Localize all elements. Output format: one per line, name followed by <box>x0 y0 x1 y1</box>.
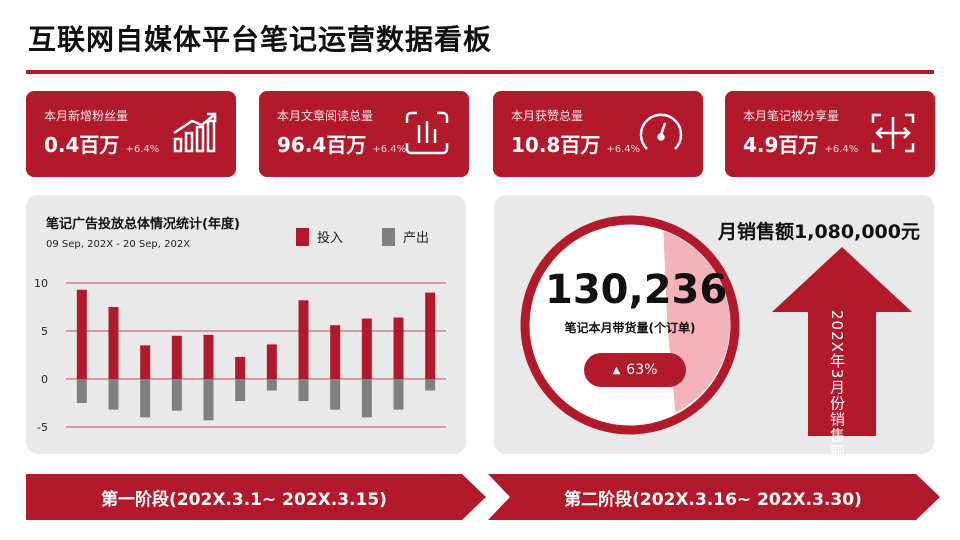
bar-input <box>266 344 277 379</box>
bar-input <box>393 317 404 379</box>
legend-label: 投入 <box>317 231 344 246</box>
bar-input <box>171 335 182 379</box>
bar-output <box>393 379 404 410</box>
ad-bar-chart: 10 5 0 -5 <box>34 277 446 434</box>
bar-input <box>76 289 87 379</box>
bar-output <box>425 379 436 391</box>
phase-band-1[interactable]: 第一阶段(202X.3.1~ 202X.3.15) <box>26 474 486 520</box>
bar-input <box>140 345 151 379</box>
kpi-value: 96.4百万 +6.4% <box>277 133 407 157</box>
sales-panel: 130,236 笔记本月带货量(个订单) ▲ 63% 月销售额1,080,000… <box>494 195 934 459</box>
kpi-label: 本月笔记被分享量 <box>743 109 840 123</box>
kpi-card-new-followers[interactable]: 本月新增粉丝量 0.4百万 +6.4% <box>26 91 236 177</box>
chart-date-range: 09 Sep, 202X - 20 Sep, 202X <box>46 239 191 250</box>
ad-chart-panel: 笔记广告投放总体情况统计(年度) 09 Sep, 202X - 20 Sep, … <box>26 195 466 454</box>
y-tick-label: 10 <box>34 277 48 290</box>
legend-item-input: 投入 <box>296 227 343 246</box>
kpi-card-article-reads[interactable]: 本月文章阅读总量 96.4百万 +6.4% <box>259 91 469 177</box>
bar-output <box>361 379 372 418</box>
bar-input <box>330 325 341 379</box>
bar-output <box>266 379 277 391</box>
page-title: 互联网自媒体平台笔记运营数据看板 <box>28 23 493 56</box>
sales-arrow-label: 202X年3月份销售额 <box>828 310 846 460</box>
bar-chart-box-icon <box>405 111 449 155</box>
orders-percent: 63% <box>626 362 658 378</box>
legend-swatch <box>382 227 395 246</box>
orders-label: 笔记本月带货量(个订单) <box>564 321 696 335</box>
y-tick-label: -5 <box>37 421 48 434</box>
y-tick-label: 0 <box>41 373 48 386</box>
bar-output <box>235 379 246 402</box>
legend-swatch <box>296 227 309 246</box>
gauge-icon <box>639 113 683 150</box>
kpi-delta: +6.4% <box>372 144 407 155</box>
bar-input <box>235 356 246 379</box>
bar-input <box>203 334 214 379</box>
bar-output <box>203 379 214 421</box>
kpi-delta: +6.4% <box>125 144 160 155</box>
kpi-delta: +6.4% <box>606 144 641 155</box>
kpi-card-shares[interactable]: 本月笔记被分享量 4.9百万 +6.4% <box>725 91 935 177</box>
bar-input <box>361 318 372 379</box>
phase-label: 第一阶段(202X.3.1~ 202X.3.15) <box>101 489 387 510</box>
bar-output <box>298 379 309 402</box>
kpi-delta: +6.4% <box>824 144 859 155</box>
kpi-value: 4.9百万 +6.4% <box>743 133 859 157</box>
bar-input <box>425 292 436 379</box>
orders-count: 130,236 <box>545 267 728 313</box>
bar-output <box>108 379 119 410</box>
kpi-label: 本月新增粉丝量 <box>44 109 129 123</box>
sales-total: 月销售额1,080,000元 <box>718 221 920 243</box>
kpi-label: 本月获赞总量 <box>511 109 584 123</box>
title-divider <box>26 70 934 74</box>
kpi-value: 0.4百万 +6.4% <box>44 133 160 157</box>
bar-output <box>76 379 87 403</box>
up-arrow-shape <box>772 247 912 436</box>
share-arrows-icon <box>871 113 915 153</box>
chart-title: 笔记广告投放总体情况统计(年度) <box>46 217 240 232</box>
bar-chart-growth-icon <box>173 112 217 153</box>
bar-output <box>330 379 341 410</box>
chevron-shape <box>26 474 486 520</box>
chevron-shape <box>488 474 940 520</box>
bar-output <box>140 379 151 418</box>
phase-label: 第二阶段(202X.3.16~ 202X.3.30) <box>564 489 862 510</box>
bar-input <box>108 307 119 379</box>
kpi-value: 10.8百万 +6.4% <box>511 133 641 157</box>
legend-item-output: 产出 <box>382 227 429 246</box>
legend-label: 产出 <box>403 231 430 246</box>
bar-output <box>171 379 182 411</box>
kpi-label: 本月文章阅读总量 <box>277 109 374 123</box>
orders-percent-badge: ▲ 63% <box>584 353 686 387</box>
kpi-card-likes[interactable]: 本月获赞总量 10.8百万 +6.4% <box>493 91 703 177</box>
triangle-up-icon: ▲ <box>612 364 621 376</box>
y-tick-label: 5 <box>41 325 48 338</box>
phase-band-2[interactable]: 第二阶段(202X.3.16~ 202X.3.30) <box>488 474 940 520</box>
bar-input <box>298 300 309 379</box>
